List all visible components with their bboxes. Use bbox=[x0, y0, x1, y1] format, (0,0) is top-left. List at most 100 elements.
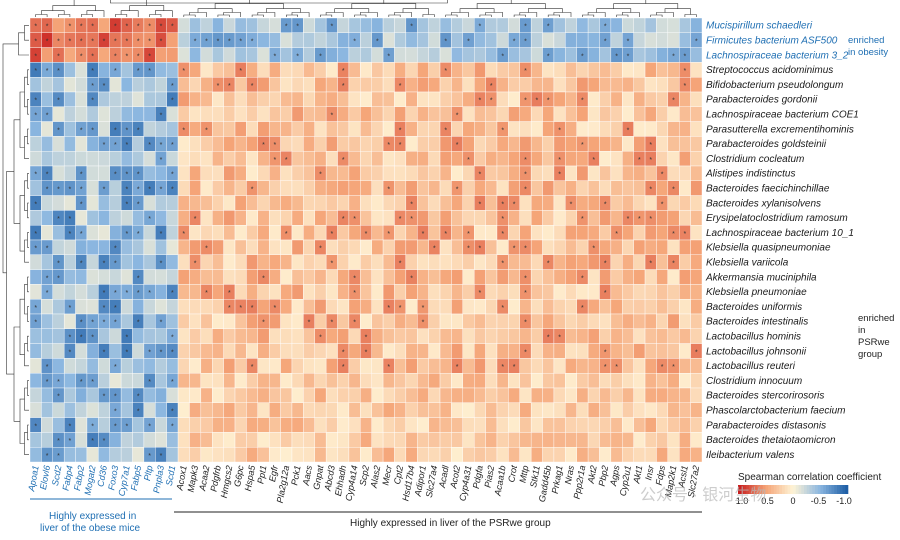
significance-star: * bbox=[524, 275, 527, 282]
heatmap-cell bbox=[508, 313, 520, 330]
heatmap-cell bbox=[246, 91, 259, 108]
heatmap-cell bbox=[519, 224, 532, 241]
heatmap-cell bbox=[325, 447, 338, 463]
heatmap-cell bbox=[280, 417, 293, 433]
heatmap-cell bbox=[417, 165, 429, 182]
legend-swatch bbox=[740, 485, 744, 494]
heatmap-cell bbox=[303, 299, 315, 315]
legend-swatch bbox=[782, 485, 786, 494]
heatmap-cell bbox=[371, 76, 384, 93]
heatmap-cell bbox=[690, 62, 703, 78]
dendrogram-branch bbox=[684, 14, 697, 17]
heatmap-cell bbox=[120, 254, 133, 270]
heatmap-cell bbox=[234, 150, 247, 167]
significance-star: * bbox=[410, 201, 413, 208]
significance-star: * bbox=[524, 320, 527, 327]
heatmap-cell bbox=[428, 269, 441, 285]
heatmap-cell bbox=[508, 150, 520, 167]
heatmap-cell bbox=[246, 106, 259, 122]
dendrogram-branch bbox=[19, 91, 25, 148]
heatmap-cell bbox=[382, 387, 395, 404]
heatmap-cell bbox=[212, 387, 224, 404]
heatmap-cell bbox=[644, 328, 657, 344]
heatmap-cell bbox=[679, 210, 691, 226]
heatmap-cell bbox=[280, 239, 293, 256]
heatmap-cell bbox=[234, 239, 247, 256]
significance-star: * bbox=[456, 142, 459, 149]
heatmap-cell bbox=[143, 358, 156, 374]
heatmap-cell bbox=[348, 62, 361, 78]
heatmap-cell bbox=[428, 299, 441, 315]
heatmap-cell bbox=[348, 165, 361, 182]
heatmap-cell bbox=[519, 358, 532, 374]
heatmap-cell bbox=[656, 254, 669, 270]
heatmap-cell bbox=[120, 358, 133, 374]
heatmap-cell bbox=[405, 239, 418, 256]
heatmap-cell bbox=[52, 17, 65, 34]
note-psrwe-line1: enriched bbox=[858, 313, 894, 324]
dendrogram-branch bbox=[286, 14, 298, 17]
heatmap-cell bbox=[462, 432, 475, 448]
significance-star: * bbox=[627, 127, 630, 134]
heatmap-cell bbox=[587, 47, 600, 63]
legend-swatch bbox=[765, 485, 769, 494]
significance-star: * bbox=[68, 438, 71, 445]
significance-star: * bbox=[125, 423, 128, 430]
heatmap-cell bbox=[280, 343, 293, 359]
heatmap-cell bbox=[610, 136, 623, 152]
heatmap-cell bbox=[451, 165, 464, 182]
heatmap-cell bbox=[542, 136, 555, 152]
heatmap-cell bbox=[451, 121, 464, 137]
heatmap-cell bbox=[325, 195, 338, 211]
significance-star: * bbox=[125, 53, 128, 60]
row-label: Bacteroides stercorirosoris bbox=[706, 391, 824, 402]
heatmap-cell bbox=[519, 47, 532, 63]
heatmap-cell bbox=[337, 165, 350, 182]
heatmap-cell bbox=[610, 32, 623, 48]
heatmap-cell bbox=[610, 417, 623, 433]
heatmap-cell bbox=[519, 299, 532, 315]
heatmap-cell bbox=[280, 328, 293, 344]
heatmap-cell bbox=[679, 343, 691, 359]
heatmap-cell bbox=[496, 402, 509, 418]
heatmap-cell bbox=[451, 17, 464, 34]
heatmap-cell bbox=[200, 387, 213, 404]
heatmap-cell bbox=[530, 17, 543, 34]
heatmap-cell bbox=[417, 373, 429, 389]
psrwe-group-label: Highly expressed in liver of the PSRwe g… bbox=[350, 518, 551, 529]
heatmap-cell bbox=[382, 269, 395, 285]
heatmap-cell bbox=[451, 76, 464, 93]
heatmap-cell bbox=[166, 224, 179, 241]
heatmap-cell bbox=[325, 299, 338, 315]
note-psrwe-line3: PSRwe bbox=[858, 337, 890, 348]
heatmap-cell bbox=[542, 402, 555, 418]
heatmap-cell bbox=[439, 239, 452, 256]
significance-star: * bbox=[160, 320, 163, 327]
heatmap-cell bbox=[200, 62, 213, 78]
heatmap-cell bbox=[667, 150, 680, 167]
heatmap-cell bbox=[52, 106, 65, 122]
heatmap-cell bbox=[644, 432, 657, 448]
significance-star: * bbox=[103, 260, 106, 267]
heatmap-cell bbox=[519, 432, 532, 448]
significance-star: * bbox=[34, 38, 37, 45]
heatmap-cell bbox=[29, 387, 42, 404]
column-label: Stk11 bbox=[528, 465, 542, 489]
significance-star: * bbox=[490, 98, 493, 105]
significance-star: * bbox=[330, 112, 333, 119]
heatmap-cell bbox=[200, 91, 213, 108]
heatmap-cell bbox=[257, 62, 270, 78]
heatmap-cell bbox=[587, 387, 600, 404]
heatmap-cell bbox=[268, 373, 281, 389]
significance-star: * bbox=[387, 305, 390, 312]
heatmap-cell bbox=[155, 165, 167, 182]
heatmap-cell bbox=[451, 299, 464, 315]
heatmap-cell bbox=[587, 32, 600, 48]
heatmap-cell bbox=[303, 210, 315, 226]
heatmap-cell bbox=[268, 62, 281, 78]
heatmap-cell bbox=[428, 121, 441, 137]
heatmap-cell bbox=[223, 91, 236, 108]
heatmap-cell bbox=[234, 224, 247, 241]
heatmap-cell bbox=[177, 210, 190, 226]
heatmap-cell bbox=[212, 254, 224, 270]
